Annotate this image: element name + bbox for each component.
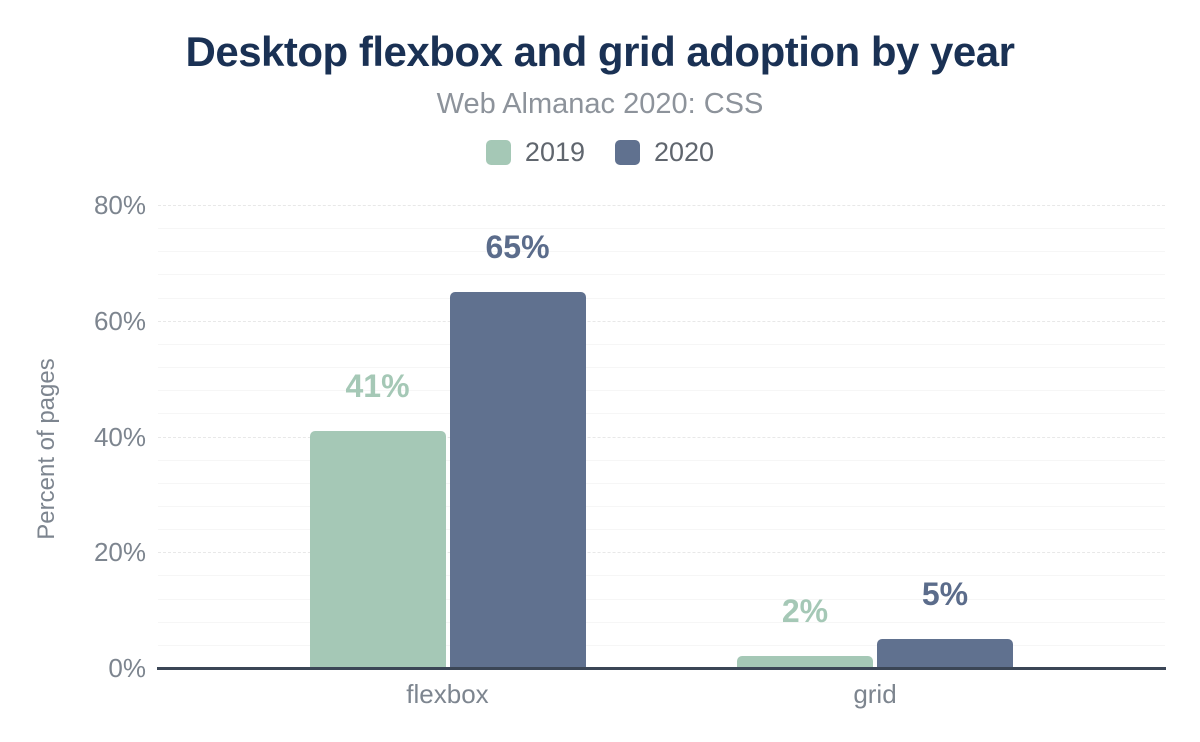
major-gridline	[158, 552, 1165, 554]
chart-subtitle: Web Almanac 2020: CSS	[436, 88, 764, 120]
bar-value-label: 2%	[781, 593, 829, 629]
x-category-label: flexbox	[406, 679, 489, 709]
major-gridline	[158, 205, 1165, 206]
minor-gridline	[158, 343, 1165, 345]
minor-gridline	[158, 644, 1165, 646]
x-axis-line	[157, 667, 1166, 670]
bar-flexbox-2019[interactable]	[309, 431, 446, 668]
y-tick-label: 60%	[93, 305, 146, 336]
chart-legend: 2019 2020	[0, 137, 1200, 168]
minor-gridline	[158, 413, 1165, 415]
major-gridline	[158, 436, 1165, 438]
minor-gridline	[158, 505, 1165, 507]
y-tick-label: 20%	[93, 537, 146, 568]
minor-gridline	[158, 575, 1165, 577]
minor-gridline	[158, 390, 1165, 392]
legend-swatch-2019	[485, 140, 511, 165]
legend-item-2019[interactable]: 2019	[485, 137, 585, 168]
minor-gridline	[158, 482, 1165, 484]
legend-label: 2019	[524, 137, 585, 167]
bar-value-label: 41%	[345, 368, 410, 404]
bar-flexbox-2020[interactable]	[449, 292, 586, 668]
chart-title: Desktop flexbox and grid adoption by yea…	[185, 28, 1015, 75]
bar-grid-2019[interactable]	[737, 656, 873, 668]
y-tick-label: 80%	[93, 190, 146, 220]
legend-item-2020[interactable]: 2020	[615, 137, 714, 168]
minor-gridline	[158, 621, 1165, 623]
bar-grid-2020[interactable]	[877, 639, 1013, 668]
x-category-label: grid	[853, 679, 897, 709]
minor-gridline	[158, 459, 1165, 461]
minor-gridline	[158, 367, 1165, 369]
y-tick-label: 0%	[108, 653, 146, 683]
major-gridline	[158, 320, 1165, 322]
minor-gridline	[158, 529, 1165, 531]
minor-gridline	[158, 297, 1165, 299]
bar-value-label: 5%	[921, 576, 969, 612]
y-tick-label: 40%	[93, 421, 146, 452]
minor-gridline	[158, 251, 1165, 253]
legend-swatch-2020	[615, 140, 640, 165]
minor-gridline	[158, 228, 1165, 230]
bar-value-label: 65%	[485, 229, 550, 265]
minor-gridline	[158, 274, 1165, 276]
legend-label: 2020	[654, 137, 715, 167]
minor-gridline	[158, 598, 1165, 600]
